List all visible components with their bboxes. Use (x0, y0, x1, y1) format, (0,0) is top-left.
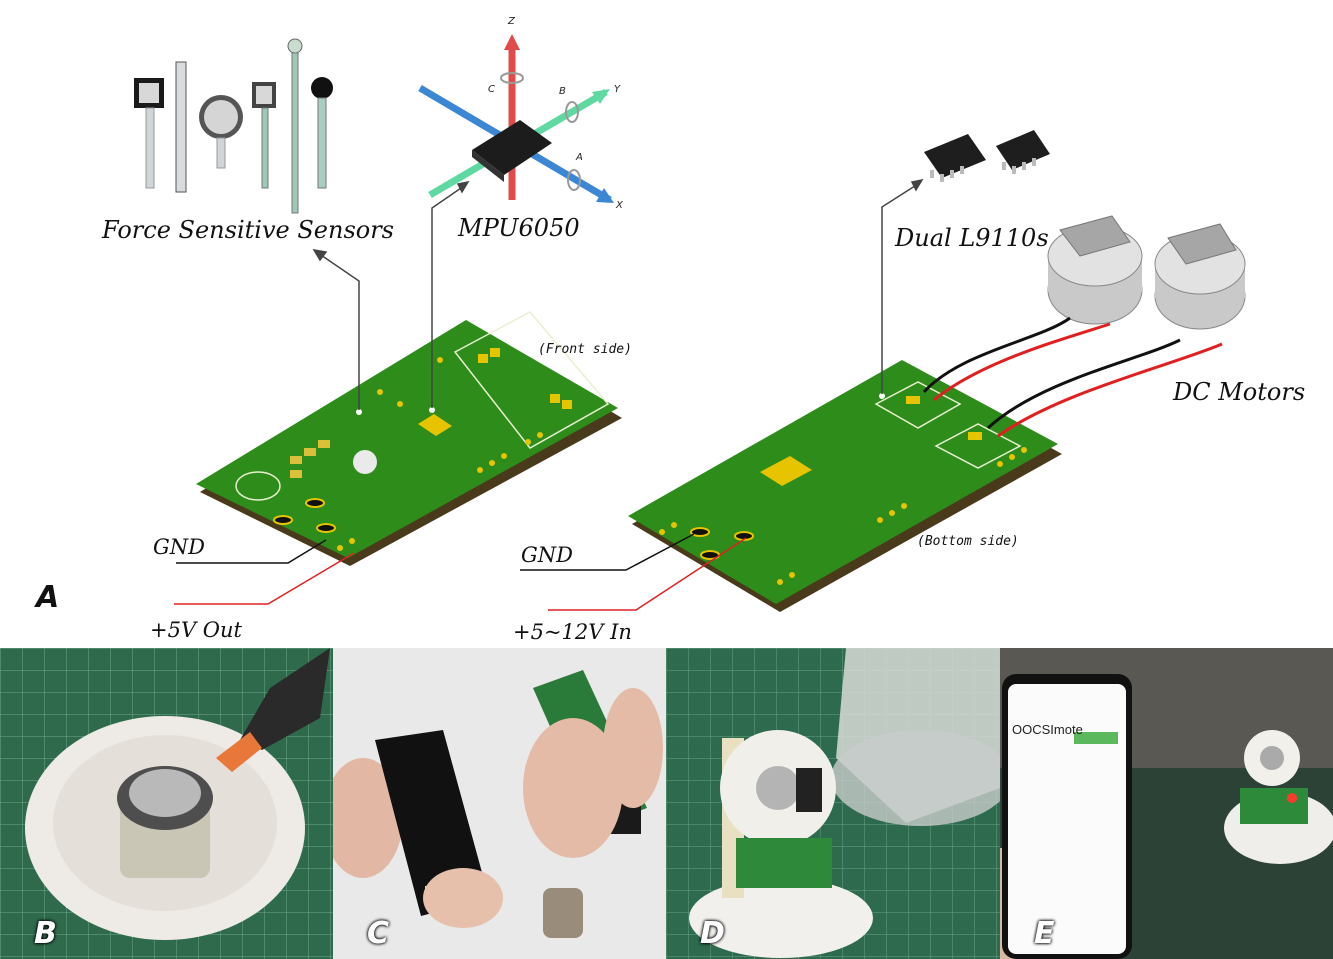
panel-a-diagram: Z Y X A B C (36, 16, 1306, 644)
panel-b-photo: B (0, 648, 333, 959)
axis-z-label: Z (507, 16, 516, 27)
panel-c-scene (333, 670, 663, 938)
l9110-chips-illustration (924, 130, 1050, 182)
power-lines (174, 533, 747, 611)
panel-b-letter: B (34, 916, 57, 951)
dc-motors-illustration (1047, 215, 1246, 330)
front-side-label: (Front side) (538, 342, 632, 357)
panel-c-photo: C (333, 648, 666, 959)
fsr-label: Force Sensitive Sensors (102, 216, 394, 244)
panel-e-letter: E (1034, 916, 1055, 951)
l9110-label: Dual L9110s (895, 224, 1049, 252)
mpu6050-label: MPU6050 (458, 214, 580, 242)
axis-c-label: C (488, 84, 495, 95)
gnd-left-label: GND (153, 535, 205, 559)
panel-d-letter: D (700, 916, 725, 951)
axis-a-label: A (575, 152, 583, 163)
mpu6050-axes-illustration: Z Y X A B C (418, 16, 624, 211)
motor-wires (922, 316, 1223, 438)
panel-d-scene (666, 648, 1000, 959)
pointer-lines (312, 178, 924, 410)
panel-e-scene (1000, 648, 1333, 959)
axis-y-label: Y (614, 84, 621, 95)
panel-e-photo: OOCSImote E (1000, 648, 1333, 959)
panel-d-photo: D (666, 648, 1000, 959)
panel-a-letter: A (36, 580, 60, 615)
phone-app-title: OOCSImote (1012, 722, 1083, 737)
pcb-front-side (196, 311, 622, 566)
vin-label: +5~12V In (513, 620, 632, 644)
panel-b-scene (0, 648, 333, 959)
axis-x-label: X (615, 200, 624, 211)
dc-motors-label: DC Motors (1173, 378, 1306, 406)
bottom-side-label: (Bottom side) (917, 534, 1019, 549)
gnd-right-label: GND (521, 543, 573, 567)
pcb-bottom-side (628, 360, 1062, 612)
hardware-diagram: Z Y X A B C (134, 16, 1246, 612)
vout-label: +5V Out (150, 618, 242, 642)
fsr-sensors-illustration (134, 38, 333, 214)
axis-b-label: B (559, 86, 566, 97)
panel-c-letter: C (367, 916, 390, 951)
